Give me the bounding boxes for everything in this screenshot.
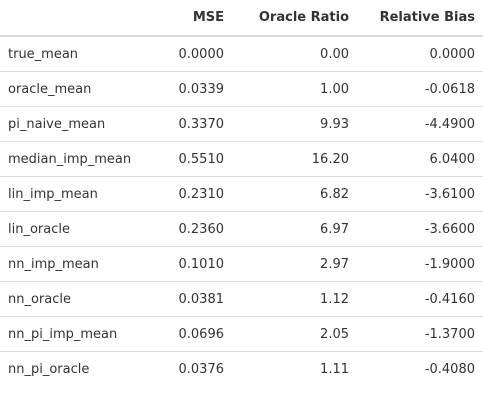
row-relative-bias: 0.0000 [357,36,483,72]
header-mse: MSE [160,0,232,37]
header-row: MSE Oracle Ratio Relative Bias [0,0,483,37]
row-name: pi_naive_mean [0,106,160,142]
row-relative-bias: -4.4900 [357,106,483,142]
row-mse: 0.0376 [178,361,225,377]
row-relative-bias: -3.6600 [357,211,483,247]
row-relative-bias: -0.4160 [357,281,483,317]
row-mse: 0.1010 [160,246,232,282]
table-row: nn_pi_imp_mean 0.0696 2.05 -1.3700 [0,316,483,352]
row-mse: 0.2360 [160,211,232,247]
row-oracle-ratio: 9.93 [232,106,357,142]
header-name [0,0,160,37]
row-oracle-ratio: 1.11 [320,361,349,377]
row-mse: 0.2310 [160,176,232,212]
table-row: lin_oracle 0.2360 6.97 -3.6600 [0,211,483,247]
row-name: nn_pi_imp_mean [0,316,160,352]
row-mse: 0.0381 [160,281,232,317]
results-table: MSE Oracle Ratio Relative Bias true_mean… [0,0,483,386]
row-oracle-ratio: 6.97 [232,211,357,247]
row-oracle-ratio: 6.82 [232,176,357,212]
table-row: lin_imp_mean 0.2310 6.82 -3.6100 [0,176,483,212]
table-row: nn_pi_oracle 0.0376 1.11 -0.4080 [0,352,483,387]
row-oracle-ratio: 1.00 [232,71,357,107]
row-relative-bias: -1.9000 [357,246,483,282]
row-name: lin_oracle [0,211,160,247]
row-name: oracle_mean [0,71,160,107]
table-row: nn_oracle 0.0381 1.12 -0.4160 [0,281,483,317]
row-oracle-ratio: 2.97 [232,246,357,282]
row-relative-bias: -0.0618 [357,71,483,107]
row-mse: 0.0339 [160,71,232,107]
table-row: pi_naive_mean 0.3370 9.93 -4.4900 [0,106,483,142]
header-relative-bias: Relative Bias [357,0,483,37]
table-body: true_mean 0.0000 0.00 0.0000 oracle_mean… [0,36,483,386]
row-name: lin_imp_mean [0,176,160,212]
row-relative-bias: 6.0400 [357,141,483,177]
table-row: oracle_mean 0.0339 1.00 -0.0618 [0,71,483,107]
table-header: MSE Oracle Ratio Relative Bias [0,0,483,37]
row-name: nn_oracle [0,281,160,317]
row-mse: 0.0000 [160,36,232,72]
row-oracle-ratio: 16.20 [232,141,357,177]
table-row: true_mean 0.0000 0.00 0.0000 [0,36,483,72]
table-row: nn_imp_mean 0.1010 2.97 -1.9000 [0,246,483,282]
row-name: nn_pi_oracle [8,361,90,377]
row-relative-bias: -0.4080 [424,361,475,377]
row-name: nn_imp_mean [0,246,160,282]
row-name: median_imp_mean [0,141,160,177]
row-oracle-ratio: 2.05 [232,316,357,352]
table-row: median_imp_mean 0.5510 16.20 6.0400 [0,141,483,177]
row-oracle-ratio: 1.12 [232,281,357,317]
row-relative-bias: -1.3700 [357,316,483,352]
row-name: true_mean [0,36,160,72]
row-relative-bias: -3.6100 [357,176,483,212]
row-oracle-ratio: 0.00 [232,36,357,72]
row-mse: 0.5510 [160,141,232,177]
row-mse: 0.3370 [160,106,232,142]
row-mse: 0.0696 [160,316,232,352]
header-oracle-ratio: Oracle Ratio [232,0,357,37]
